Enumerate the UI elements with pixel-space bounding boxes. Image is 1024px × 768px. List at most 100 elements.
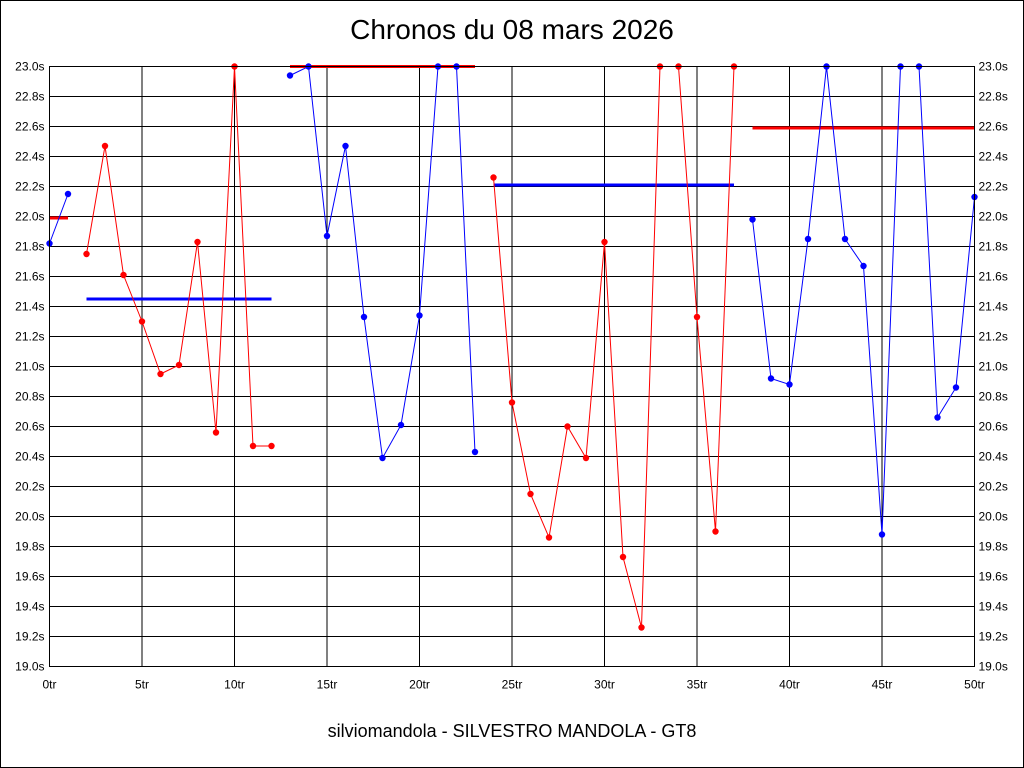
- x-tick-label: 0tr: [42, 678, 56, 692]
- x-tick-label: 5tr: [135, 678, 149, 692]
- chart-subtitle: silviomandola - SILVESTRO MANDOLA - GT8: [327, 721, 697, 741]
- y-tick-label: 21.2s: [15, 330, 44, 344]
- y-tick-label: 21.4s: [15, 300, 44, 314]
- series-line: [493, 66, 735, 628]
- data-point: [619, 553, 627, 561]
- data-point: [952, 384, 960, 391]
- y-tick-label-right: 20.2s: [979, 480, 1008, 494]
- y-tick-label-right: 19.2s: [979, 630, 1008, 644]
- y-tick-label-right: 20.4s: [979, 450, 1008, 464]
- x-tick-label: 50tr: [964, 678, 985, 692]
- y-tick-label-right: 21.8s: [979, 240, 1008, 254]
- y-tick-label-right: 21.6s: [979, 270, 1008, 284]
- y-tick-label-right: 20.0s: [979, 510, 1008, 524]
- data-point: [101, 142, 109, 150]
- data-point: [175, 361, 183, 369]
- data-point: [749, 216, 756, 223]
- y-tick-label-right: 22.2s: [979, 180, 1008, 194]
- y-tick-label: 22.2s: [15, 180, 44, 194]
- data-point: [64, 190, 72, 198]
- y-tick-label: 21.0s: [15, 360, 44, 374]
- data-point: [878, 531, 886, 538]
- y-tick-label: 23.0s: [15, 60, 44, 74]
- series-line: [86, 66, 272, 447]
- data-point: [508, 399, 516, 406]
- data-point: [268, 442, 275, 450]
- series-line: [289, 65, 476, 460]
- grid-lines: [49, 66, 975, 667]
- x-tick-label: 25tr: [502, 678, 523, 692]
- data-point: [786, 381, 793, 388]
- x-tick-label: 10tr: [224, 678, 245, 692]
- data-point: [416, 312, 423, 319]
- data-point: [601, 238, 608, 246]
- y-tick-label: 20.4s: [15, 450, 44, 464]
- x-tick-label: 45tr: [872, 678, 893, 692]
- x-tick-labels: 0tr 5tr 10tr 15tr 20tr 25tr 30tr 35tr 40tr 45tr 50…: [42, 678, 984, 692]
- x-tick-label: 35tr: [687, 678, 708, 692]
- y-tick-label-right: 19.4s: [979, 600, 1008, 614]
- y-tick-label: 20.0s: [15, 510, 44, 524]
- data-point: [212, 429, 220, 436]
- y-tick-label: 20.8s: [15, 390, 44, 404]
- x-tick-label: 15tr: [317, 678, 338, 692]
- data-point: [194, 238, 201, 246]
- data-point: [138, 318, 146, 325]
- data-point: [712, 528, 719, 535]
- data-point: [860, 262, 867, 270]
- data-point: [342, 142, 349, 150]
- series-line: [752, 66, 975, 535]
- data-point: [490, 174, 497, 181]
- y-tick-label-right: 19.8s: [979, 540, 1008, 554]
- data-point: [934, 414, 941, 421]
- series-line: [49, 193, 69, 244]
- data-point: [379, 454, 386, 462]
- y-tick-labels-left: 19.0s 19.2s 19.4s 19.6s 19.8s 20.0s 20.2s 20.4s…: [15, 60, 44, 674]
- data-point: [527, 490, 534, 498]
- y-tick-label: 19.2s: [15, 630, 44, 644]
- y-tick-label: 19.8s: [15, 540, 44, 554]
- chart-title: Chronos du 08 mars 2026: [350, 14, 674, 45]
- y-tick-label: 21.6s: [15, 270, 44, 284]
- y-tick-label: 19.4s: [15, 600, 44, 614]
- data-point: [286, 72, 294, 79]
- y-tick-label-right: 22.4s: [979, 150, 1008, 164]
- data-point: [471, 448, 479, 456]
- data-point: [804, 235, 812, 243]
- data-point: [582, 454, 590, 462]
- data-point: [323, 232, 331, 240]
- y-tick-label-right: 20.6s: [979, 420, 1008, 434]
- data-point: [397, 421, 405, 429]
- y-tick-labels-right: 19.0s 19.2s 19.4s 19.6s 19.8s 20.0s 20.2s 20.4s…: [979, 60, 1008, 674]
- data-point: [767, 375, 775, 382]
- y-tick-label: 22.0s: [15, 210, 44, 224]
- data-point: [841, 235, 849, 243]
- y-tick-label: 22.6s: [15, 120, 44, 134]
- data-point: [249, 442, 257, 450]
- y-tick-label-right: 20.8s: [979, 390, 1008, 404]
- data-point: [83, 250, 90, 258]
- data-point: [564, 423, 571, 430]
- data-point: [638, 624, 645, 631]
- data-point: [693, 313, 701, 321]
- y-tick-label-right: 19.0s: [979, 660, 1008, 674]
- x-tick-label: 20tr: [409, 678, 430, 692]
- data-point: [157, 370, 164, 378]
- y-tick-label: 20.2s: [15, 480, 44, 494]
- y-tick-label-right: 21.0s: [979, 360, 1008, 374]
- y-tick-label-right: 22.8s: [979, 90, 1008, 104]
- plot-border: [49, 66, 975, 667]
- data-point: [120, 271, 127, 279]
- y-tick-label-right: 23.0s: [979, 60, 1008, 74]
- y-tick-label: 19.6s: [15, 570, 44, 584]
- data-point: [545, 534, 553, 541]
- y-tick-label-right: 22.0s: [979, 210, 1008, 224]
- y-tick-label: 21.8s: [15, 240, 44, 254]
- y-tick-label: 22.8s: [15, 90, 44, 104]
- y-tick-label: 20.6s: [15, 420, 44, 434]
- data-point: [360, 313, 368, 321]
- y-tick-label-right: 19.6s: [979, 570, 1008, 584]
- y-tick-label: 19.0s: [15, 660, 44, 674]
- y-tick-label-right: 22.6s: [979, 120, 1008, 134]
